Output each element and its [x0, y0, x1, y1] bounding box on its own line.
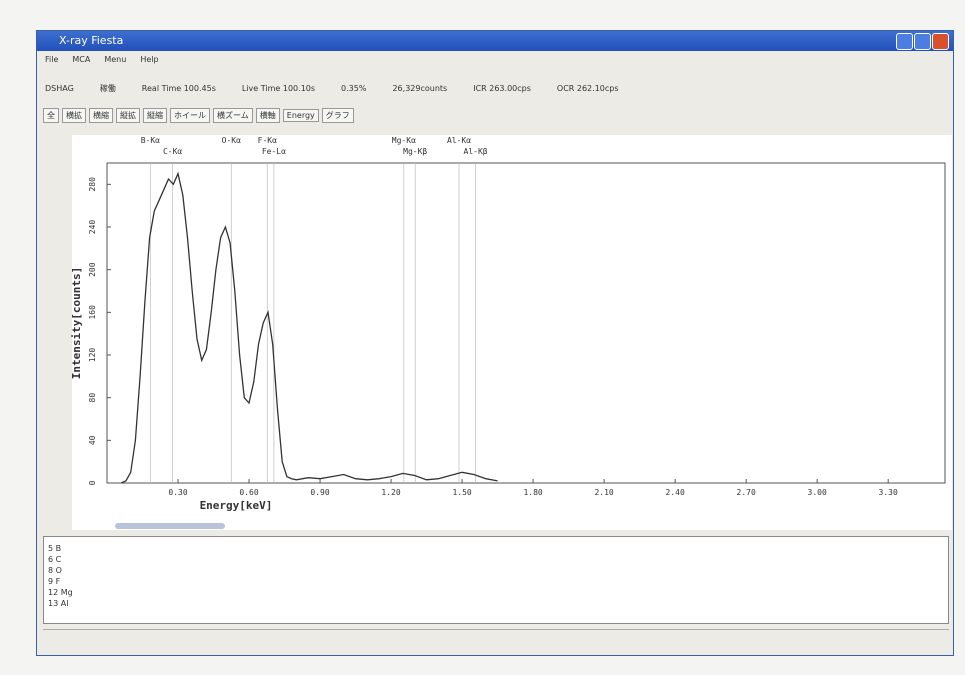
status-field: 稼働: [100, 83, 116, 94]
screen: {"window":{"title":"X-ray Fiesta"}, "men…: [0, 0, 965, 675]
footer: [43, 629, 949, 650]
toolbar-button[interactable]: グラフ: [322, 108, 354, 123]
minimize-button[interactable]: [896, 33, 913, 50]
menu-item[interactable]: Help: [140, 55, 158, 64]
menu-bar: File MCA Menu Help: [37, 51, 953, 67]
status-field: 0.35%: [341, 84, 366, 93]
status-field: DSHAG: [45, 84, 74, 93]
menu-item[interactable]: MCA: [72, 55, 90, 64]
close-button[interactable]: [932, 33, 949, 50]
element-item[interactable]: 12 Mg: [48, 587, 944, 598]
toolbar-button[interactable]: 横縮: [89, 108, 113, 123]
window-title: X-ray Fiesta: [59, 34, 123, 47]
toolbar-button[interactable]: 横軸: [256, 108, 280, 123]
element-item[interactable]: 8 O: [48, 565, 944, 576]
toolbar-button[interactable]: 全: [43, 108, 59, 123]
status-field: Real Time 100.45s: [142, 84, 216, 93]
status-field: Live Time 100.10s: [242, 84, 315, 93]
status-field: ICR 263.00cps: [473, 84, 531, 93]
menu-item[interactable]: File: [45, 55, 58, 64]
element-item[interactable]: 13 Al: [48, 598, 944, 609]
window: X-ray Fiesta File MCA Menu Help DSHAG 稼働 Real…: [36, 30, 954, 656]
status-field: OCR 262.10cps: [557, 84, 619, 93]
status-field: 26,329counts: [392, 84, 447, 93]
toolbar-button[interactable]: 横拡: [62, 108, 86, 123]
title-bar: X-ray Fiesta: [37, 31, 953, 51]
maximize-button[interactable]: [914, 33, 931, 50]
toolbar-button[interactable]: 横ズーム: [213, 108, 253, 123]
status-row: DSHAG 稼働 Real Time 100.45s Live Time 100.10…: [37, 77, 953, 99]
element-item[interactable]: 9 F: [48, 576, 944, 587]
toolbar-button[interactable]: 縦縮: [143, 108, 167, 123]
element-item[interactable]: 5 B: [48, 543, 944, 554]
element-item[interactable]: 6 C: [48, 554, 944, 565]
toolbar-button[interactable]: Energy: [283, 109, 319, 122]
toolbar-button[interactable]: 縦拡: [116, 108, 140, 123]
menu-item[interactable]: Menu: [104, 55, 126, 64]
toolbar-button[interactable]: ホイール: [170, 108, 210, 123]
